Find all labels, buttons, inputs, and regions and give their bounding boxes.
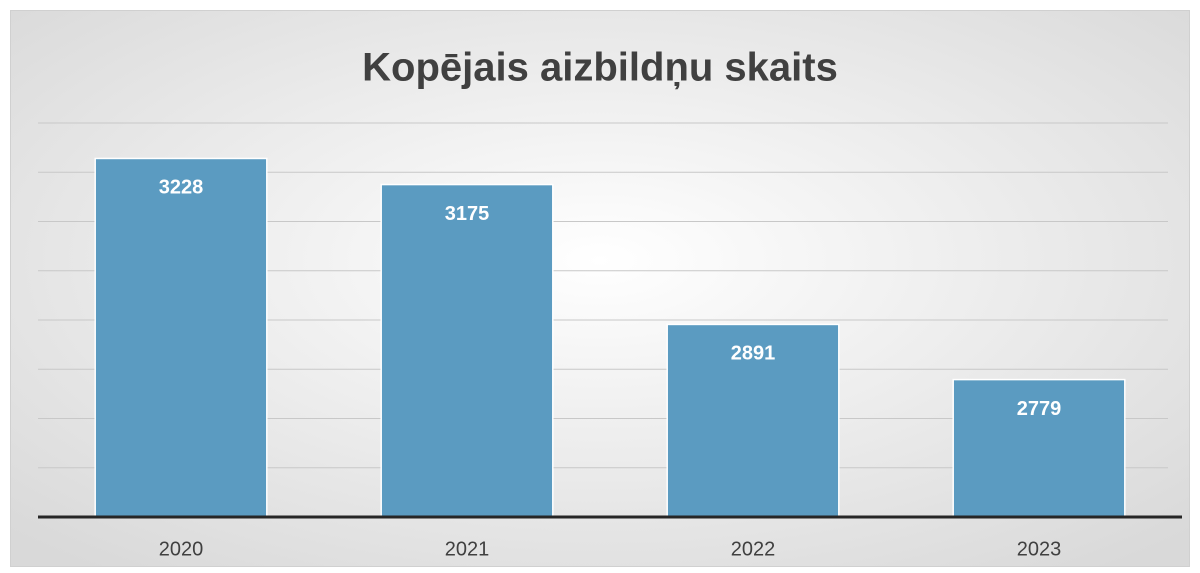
bar [380, 183, 554, 518]
x-tick-label: 2023 [1017, 538, 1062, 560]
data-label: 2891 [731, 343, 776, 365]
data-label: 2779 [1017, 398, 1062, 420]
data-label: 3228 [159, 177, 204, 199]
x-tick-label: 2022 [731, 538, 776, 560]
bar [94, 157, 268, 518]
x-tick-label: 2020 [159, 538, 204, 560]
chart-title: Kopējais aizbildņu skaits [362, 46, 838, 90]
data-label: 3175 [445, 203, 490, 225]
x-tick-label: 2021 [445, 538, 490, 560]
